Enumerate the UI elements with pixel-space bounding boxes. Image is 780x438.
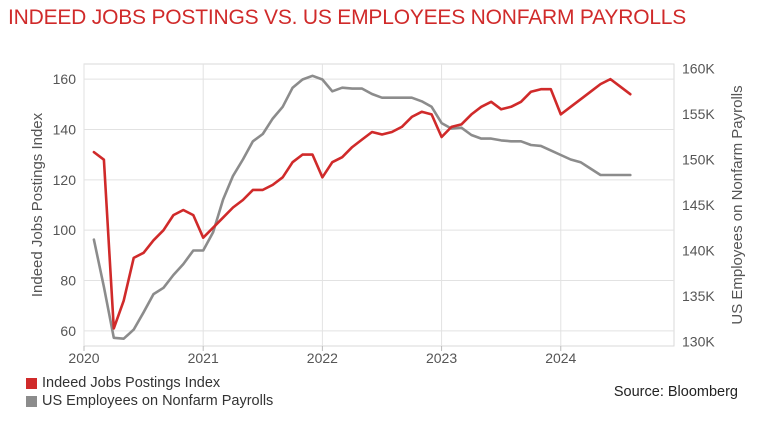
y-right-tick-label: 140K xyxy=(682,242,715,258)
y-axis-right-title: US Employees on Nonfarm Payrolls xyxy=(729,85,746,324)
y-right-tick-label: 160K xyxy=(682,61,715,77)
y-left-tick-label: 80 xyxy=(60,273,76,289)
legend-item-payrolls: US Employees on Nonfarm Payrolls xyxy=(26,392,273,410)
y-left-tick-label: 140 xyxy=(53,121,77,137)
y-left-tick-label: 160 xyxy=(53,71,77,87)
y-right-tick-label: 135K xyxy=(682,288,715,304)
y-left-tick-label: 120 xyxy=(53,172,77,188)
series-line-payrolls xyxy=(92,74,632,341)
y-right-tick-label: 155K xyxy=(682,106,715,122)
legend-label-payrolls: US Employees on Nonfarm Payrolls xyxy=(42,393,274,409)
y-right-tick-label: 130K xyxy=(682,333,715,349)
chart-title: INDEED JOBS POSTINGS VS. US EMPLOYEES NO… xyxy=(8,6,687,29)
x-tick-label: 2020 xyxy=(68,350,99,366)
y-axis-left-title: Indeed Jobs Postings Index xyxy=(29,112,46,297)
legend-label-postings: Indeed Jobs Postings Index xyxy=(42,375,221,391)
plot-frame xyxy=(83,63,675,347)
x-tick-label: 2023 xyxy=(426,350,457,366)
grid xyxy=(83,64,674,351)
source-note: Source: Bloomberg xyxy=(613,384,738,400)
series-lines xyxy=(92,74,632,341)
y-right-tick-label: 150K xyxy=(682,152,715,168)
x-tick-label: 2024 xyxy=(545,350,576,366)
legend: Indeed Jobs Postings Index US Employees … xyxy=(26,374,273,410)
legend-swatch-red xyxy=(26,377,37,389)
legend-item-postings: Indeed Jobs Postings Index xyxy=(26,374,273,392)
legend-swatch-gray xyxy=(26,395,37,407)
y-left-tick-label: 60 xyxy=(60,323,76,339)
y-right-tick-label: 145K xyxy=(682,197,715,213)
tick-labels: 60 80 100 120 140 160 2020 2021 2022 2023 2024 130K… xyxy=(53,61,716,366)
x-tick-label: 2021 xyxy=(188,350,219,366)
y-left-tick-label: 100 xyxy=(53,222,77,238)
series-line-postings xyxy=(92,77,632,330)
x-tick-label: 2022 xyxy=(307,350,338,366)
